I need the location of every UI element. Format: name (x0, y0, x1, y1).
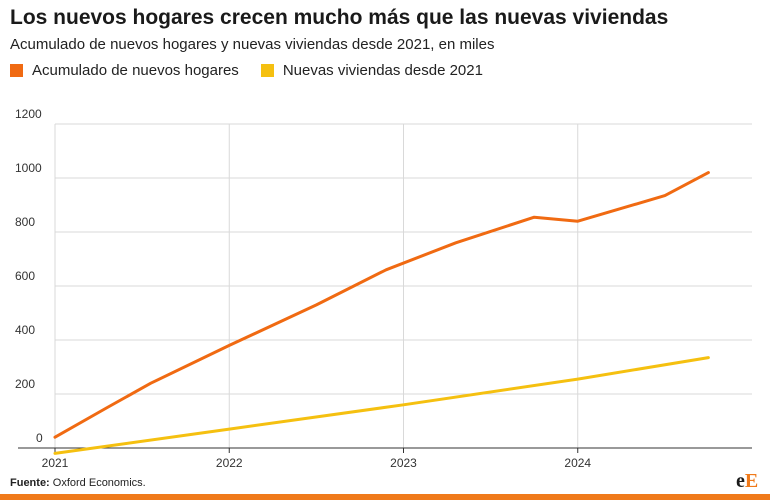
y-tick-label-0: 0 (36, 431, 43, 445)
y-tick-label-400: 400 (15, 323, 35, 337)
legend-item-hogares: Acumulado de nuevos hogares (10, 62, 239, 79)
source-label: Fuente: (10, 477, 50, 489)
line-chart: 0 200 400 600 800 1000 1200 2021 2022 2023 2024 (15, 107, 752, 470)
legend-item-viviendas: Nuevas viviendas desde 2021 (260, 62, 483, 79)
x-tick-label-2021: 2021 (42, 456, 69, 470)
y-tick-label-200: 200 (15, 377, 35, 391)
series-line-1 (53, 356, 710, 455)
chart-title: Los nuevos hogares crecen mucho más que … (10, 6, 669, 29)
x-tick-label-2024: 2024 (564, 456, 591, 470)
chart-subtitle: Acumulado de nuevos hogares y nuevas viv… (10, 36, 495, 53)
x-tick-label-2022: 2022 (216, 456, 243, 470)
y-tick-label-800: 800 (15, 215, 35, 229)
legend-label-hogares: Acumulado de nuevos hogares (32, 62, 239, 79)
logo-letter-e: e (736, 470, 745, 492)
brand-logo: eE (736, 470, 758, 493)
bottom-accent-bar (0, 494, 770, 500)
x-tick-label-2023: 2023 (390, 456, 417, 470)
source-note: Fuente: Oxford Economics. (10, 477, 146, 489)
legend: Acumulado de nuevos hogares Nuevas vivie… (10, 62, 505, 79)
source-text: Oxford Economics. (49, 477, 146, 489)
y-tick-label-600: 600 (15, 269, 35, 283)
legend-swatch-hogares (10, 64, 23, 77)
y-tick-label-1200: 1200 (15, 107, 42, 121)
y-tick-label-1000: 1000 (15, 161, 42, 175)
legend-label-viviendas: Nuevas viviendas desde 2021 (282, 62, 483, 79)
legend-swatch-viviendas (260, 64, 274, 77)
logo-letter-E: E (744, 470, 759, 492)
series-line-0 (53, 171, 710, 439)
